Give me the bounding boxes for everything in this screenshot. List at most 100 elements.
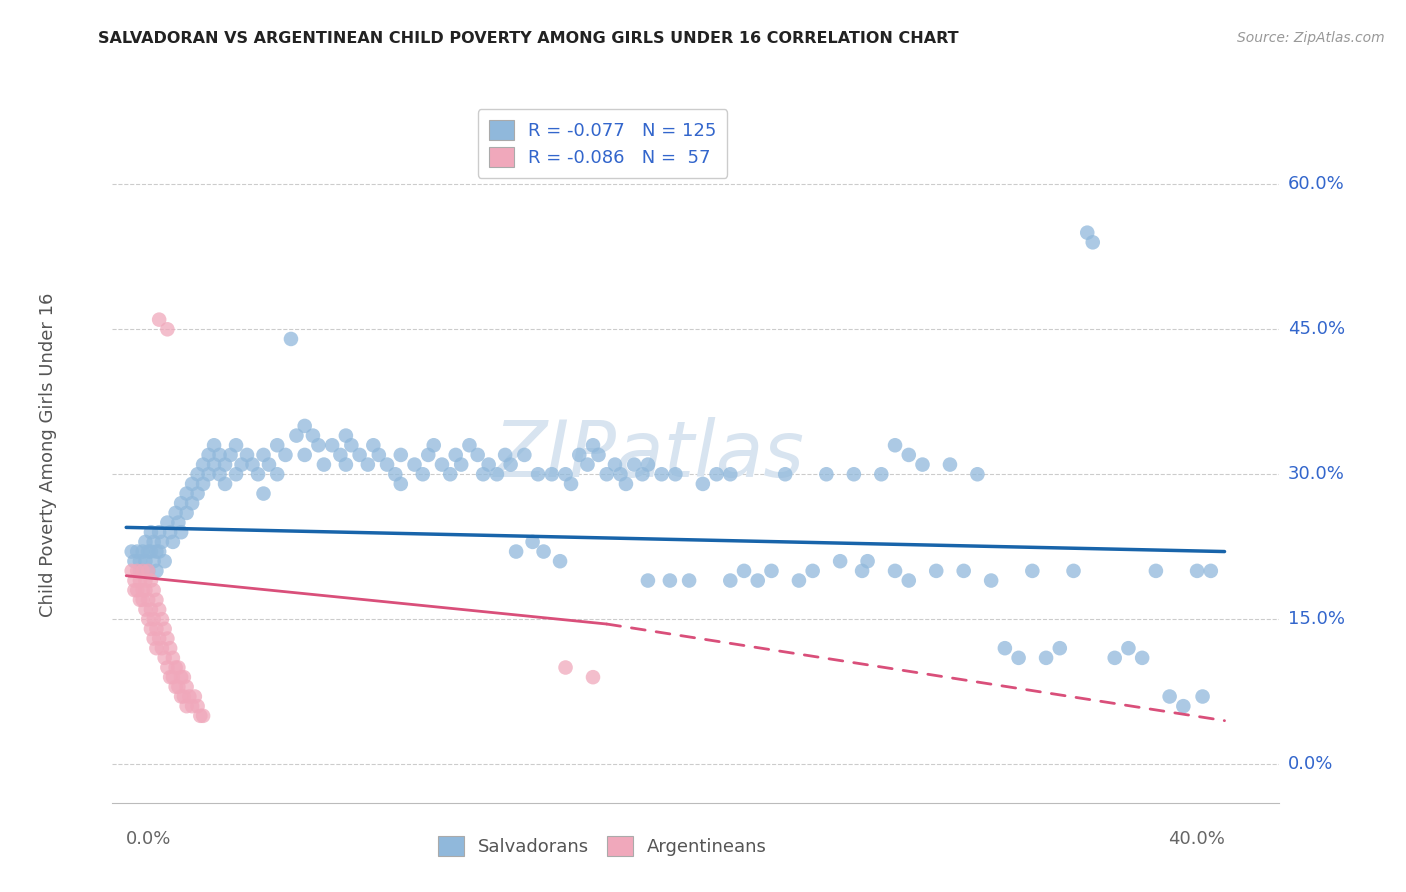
- Point: [952, 564, 974, 578]
- Point: [658, 574, 681, 588]
- Point: [139, 622, 162, 636]
- Point: [181, 496, 204, 510]
- Point: [404, 458, 426, 472]
- Point: [1076, 226, 1098, 240]
- Point: [176, 699, 198, 714]
- Point: [458, 438, 481, 452]
- Point: [335, 428, 357, 442]
- Point: [761, 564, 783, 578]
- Point: [430, 458, 453, 472]
- Point: [582, 670, 605, 684]
- Point: [363, 438, 385, 452]
- Point: [131, 564, 153, 578]
- Point: [131, 583, 153, 598]
- Point: [1159, 690, 1181, 704]
- Point: [142, 554, 165, 568]
- Point: [170, 690, 193, 704]
- Point: [142, 632, 165, 646]
- Point: [329, 448, 352, 462]
- Point: [494, 448, 516, 462]
- Point: [242, 458, 264, 472]
- Point: [145, 544, 167, 558]
- Point: [1185, 564, 1208, 578]
- Point: [994, 641, 1017, 656]
- Point: [884, 438, 907, 452]
- Point: [718, 574, 741, 588]
- Point: [467, 448, 489, 462]
- Point: [842, 467, 865, 482]
- Point: [150, 641, 173, 656]
- Point: [124, 583, 146, 598]
- Point: [614, 477, 637, 491]
- Point: [582, 438, 605, 452]
- Point: [191, 708, 214, 723]
- Point: [851, 564, 873, 578]
- Point: [150, 535, 173, 549]
- Point: [181, 477, 204, 491]
- Point: [134, 535, 156, 549]
- Point: [131, 544, 153, 558]
- Legend: Salvadorans, Argentineans: Salvadorans, Argentineans: [432, 829, 775, 863]
- Point: [176, 680, 198, 694]
- Point: [162, 670, 184, 684]
- Point: [225, 467, 247, 482]
- Point: [1191, 690, 1213, 704]
- Point: [280, 332, 302, 346]
- Point: [418, 448, 440, 462]
- Point: [692, 477, 714, 491]
- Point: [170, 496, 193, 510]
- Point: [422, 438, 444, 452]
- Point: [247, 467, 270, 482]
- Point: [787, 574, 810, 588]
- Point: [173, 690, 195, 704]
- Point: [214, 458, 236, 472]
- Point: [533, 544, 555, 558]
- Point: [576, 458, 599, 472]
- Point: [706, 467, 728, 482]
- Point: [136, 612, 159, 626]
- Point: [208, 467, 231, 482]
- Point: [153, 554, 176, 568]
- Point: [165, 680, 187, 694]
- Point: [148, 544, 170, 558]
- Point: [664, 467, 686, 482]
- Point: [219, 448, 242, 462]
- Point: [136, 592, 159, 607]
- Point: [439, 467, 461, 482]
- Point: [202, 438, 225, 452]
- Point: [127, 564, 149, 578]
- Point: [499, 458, 522, 472]
- Point: [980, 574, 1002, 588]
- Text: 60.0%: 60.0%: [1288, 176, 1344, 194]
- Point: [651, 467, 673, 482]
- Point: [124, 554, 146, 568]
- Point: [145, 592, 167, 607]
- Point: [150, 612, 173, 626]
- Point: [678, 574, 700, 588]
- Point: [266, 438, 288, 452]
- Point: [148, 602, 170, 616]
- Text: 15.0%: 15.0%: [1288, 610, 1344, 628]
- Point: [129, 574, 152, 588]
- Point: [162, 651, 184, 665]
- Point: [142, 535, 165, 549]
- Point: [148, 312, 170, 326]
- Point: [527, 467, 550, 482]
- Point: [236, 448, 259, 462]
- Point: [897, 448, 920, 462]
- Point: [340, 438, 363, 452]
- Point: [884, 564, 907, 578]
- Point: [609, 467, 631, 482]
- Text: 0.0%: 0.0%: [1288, 756, 1333, 773]
- Point: [173, 670, 195, 684]
- Point: [357, 458, 380, 472]
- Point: [134, 574, 156, 588]
- Point: [179, 690, 201, 704]
- Point: [187, 467, 209, 482]
- Point: [156, 660, 179, 674]
- Point: [548, 554, 571, 568]
- Point: [127, 544, 149, 558]
- Point: [142, 583, 165, 598]
- Point: [153, 651, 176, 665]
- Point: [129, 592, 152, 607]
